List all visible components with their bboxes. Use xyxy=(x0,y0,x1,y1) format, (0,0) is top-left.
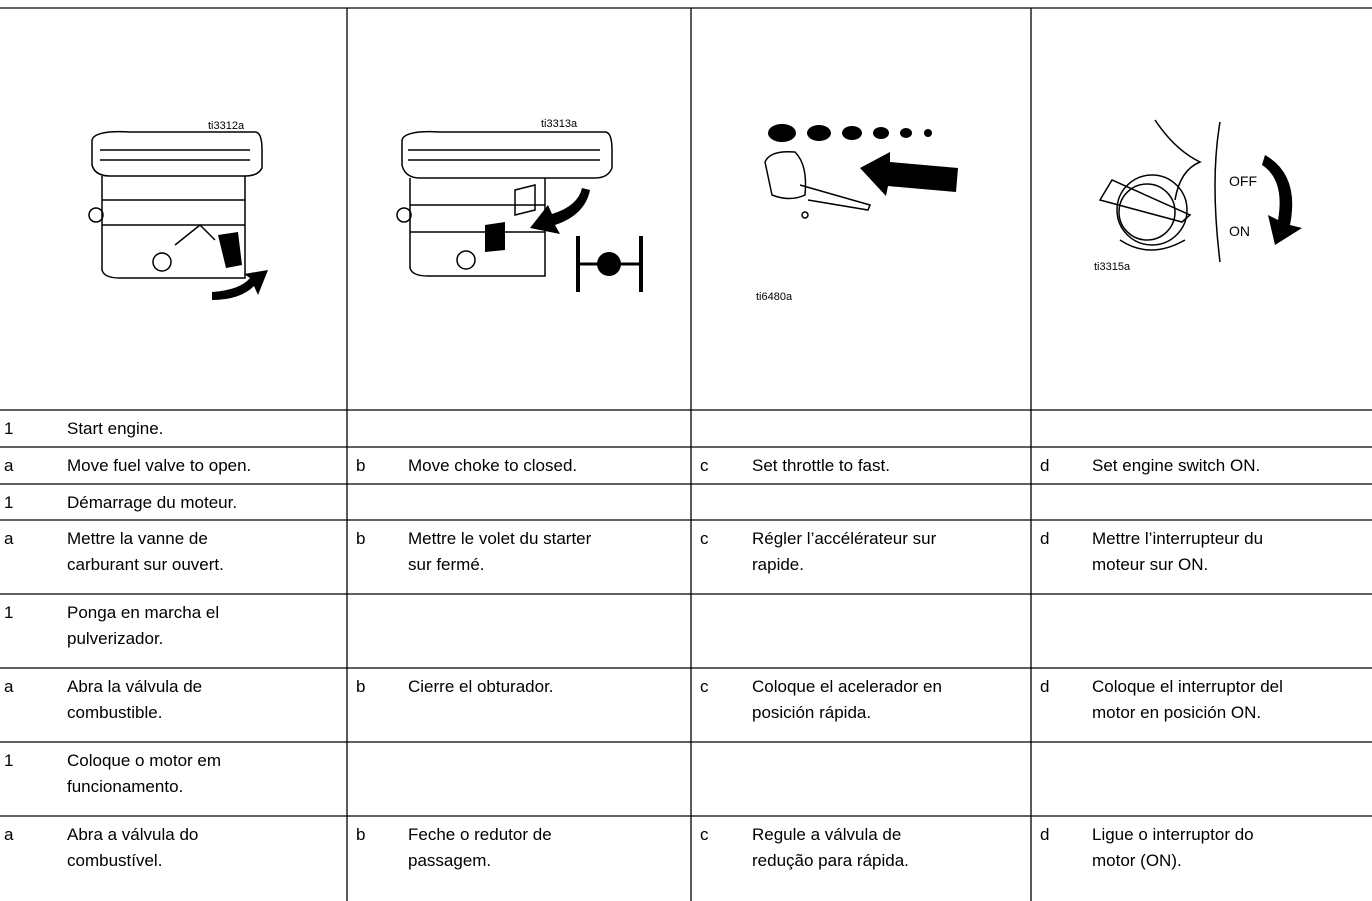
step-text: Coloque el interruptor del xyxy=(1092,677,1283,696)
step-letter: a xyxy=(4,456,14,475)
step-text: Abra a válvula do xyxy=(67,825,198,844)
step-text: Regule a válvula de xyxy=(752,825,901,844)
step-text: motor en posición ON. xyxy=(1092,703,1261,722)
switch-illustration: OFF ON ti3315a xyxy=(1094,119,1302,273)
step-letter: d xyxy=(1040,825,1049,844)
fuel-valve-illustration: ti3312a xyxy=(88,120,268,300)
switch-label: ON xyxy=(1229,223,1250,239)
step-text: carburant sur ouvert. xyxy=(67,555,224,574)
step-letter: c xyxy=(700,825,709,844)
step-text: Ponga en marcha el xyxy=(67,603,219,622)
figure-caption: ti6480a xyxy=(756,291,793,303)
step-text: combustible. xyxy=(67,703,162,722)
step-letter: d xyxy=(1040,529,1049,548)
step-letter: b xyxy=(356,677,365,696)
step-letter: c xyxy=(700,677,709,696)
step-text: Coloque el acelerador en xyxy=(752,677,942,696)
step-letter: b xyxy=(356,529,365,548)
throttle-illustration: ti6480a xyxy=(756,124,958,303)
step-text: Ligue o interruptor do xyxy=(1092,825,1254,844)
step-text: moteur sur ON. xyxy=(1092,555,1208,574)
step-letter: a xyxy=(4,529,14,548)
step-text: pulverizador. xyxy=(67,629,163,648)
step-letter: d xyxy=(1040,677,1049,696)
step-text: Abra la válvula de xyxy=(67,677,202,696)
step-text: Start engine. xyxy=(67,419,163,438)
step-text: passagem. xyxy=(408,851,491,870)
step-text: Move fuel valve to open. xyxy=(67,456,251,475)
switch-label: OFF xyxy=(1229,173,1257,189)
figure-caption: ti3315a xyxy=(1094,261,1131,273)
step-text: combustível. xyxy=(67,851,162,870)
step-text: posición rápida. xyxy=(752,703,871,722)
step-letter: 1 xyxy=(4,493,13,512)
step-letter: a xyxy=(4,825,14,844)
step-letter: 1 xyxy=(4,419,13,438)
figure-caption: ti3313a xyxy=(541,118,578,130)
step-text: Mettre l’interrupteur du xyxy=(1092,529,1263,548)
step-letter: c xyxy=(700,529,709,548)
step-text: Set engine switch ON. xyxy=(1092,456,1260,475)
step-text: Set throttle to fast. xyxy=(752,456,890,475)
step-text: funcionamento. xyxy=(67,777,183,796)
step-letter: d xyxy=(1040,456,1049,475)
figure-caption: ti3312a xyxy=(208,120,245,132)
step-letter: 1 xyxy=(4,603,13,622)
step-text: Régler l’accélérateur sur xyxy=(752,529,937,548)
step-letter: a xyxy=(4,677,14,696)
step-text: sur fermé. xyxy=(408,555,485,574)
step-letter: 1 xyxy=(4,751,13,770)
step-letter: b xyxy=(356,456,365,475)
step-text: Coloque o motor em xyxy=(67,751,221,770)
choke-illustration: ti3313a xyxy=(396,118,643,292)
step-text: motor (ON). xyxy=(1092,851,1182,870)
step-text: Move choke to closed. xyxy=(408,456,577,475)
step-letter: b xyxy=(356,825,365,844)
step-text: Mettre le volet du starter xyxy=(408,529,592,548)
step-text: Feche o redutor de xyxy=(408,825,552,844)
step-letter: c xyxy=(700,456,709,475)
step-text: Mettre la vanne de xyxy=(67,529,208,548)
step-text: redução para rápida. xyxy=(752,851,909,870)
step-text: Démarrage du moteur. xyxy=(67,493,237,512)
step-text: Cierre el obturador. xyxy=(408,677,554,696)
step-text: rapide. xyxy=(752,555,804,574)
